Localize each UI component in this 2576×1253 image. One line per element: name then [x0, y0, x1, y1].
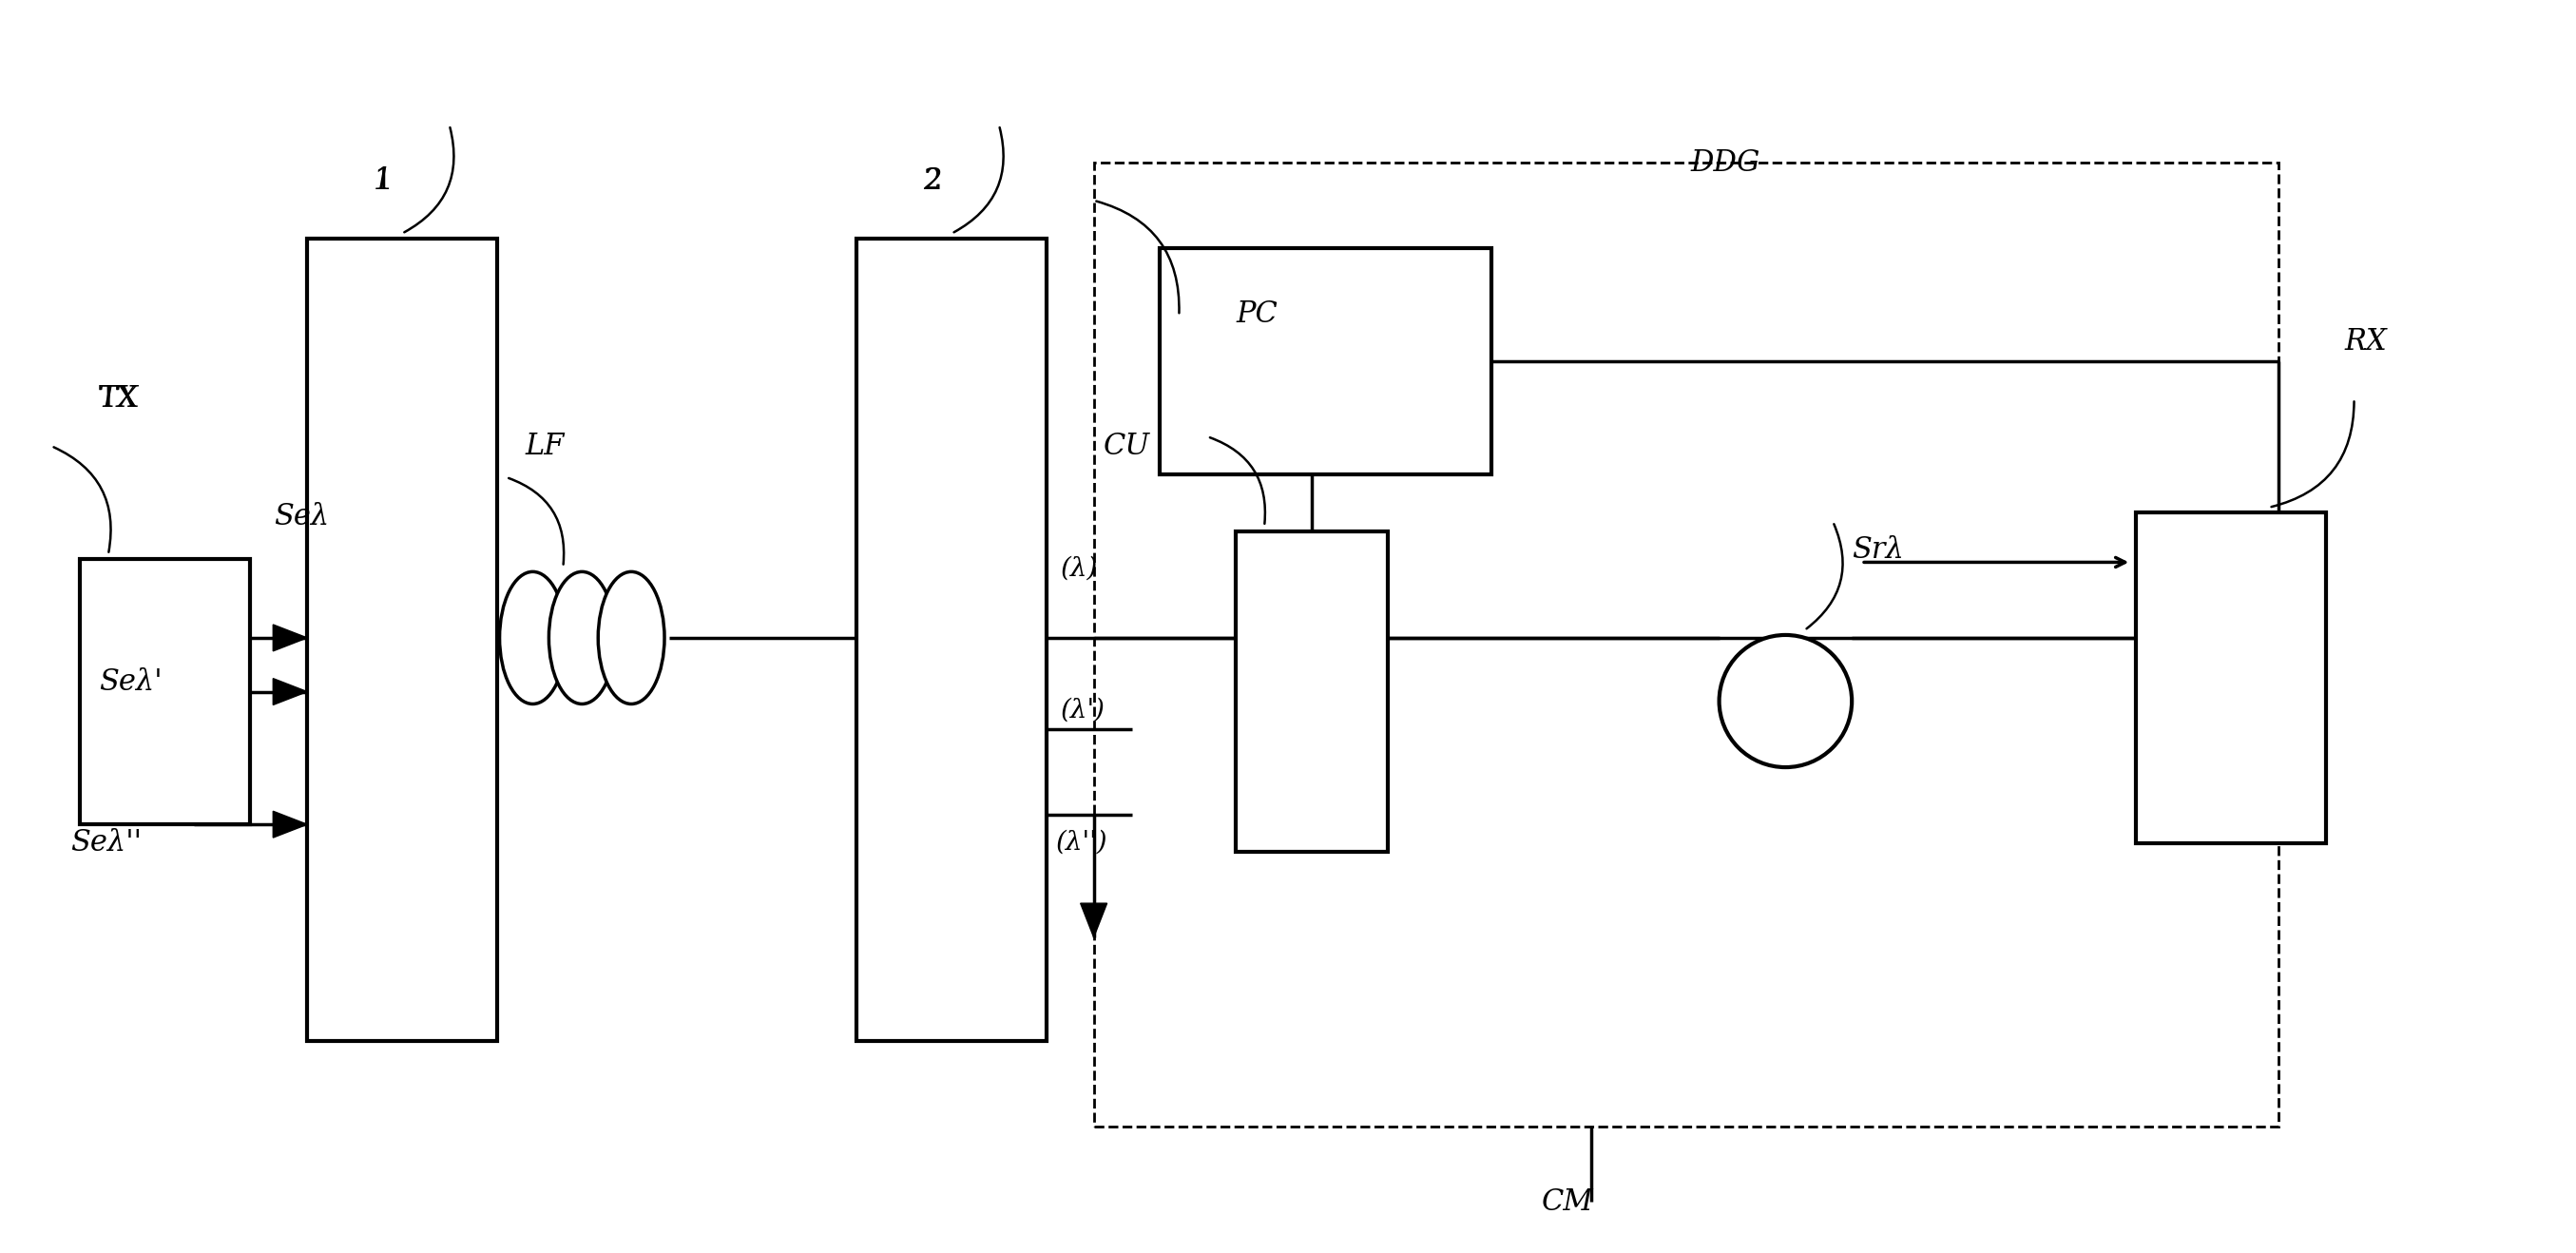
Text: (λ''): (λ'')	[1056, 829, 1108, 856]
Ellipse shape	[500, 571, 567, 704]
Text: LF: LF	[526, 431, 564, 461]
Text: 2: 2	[922, 167, 943, 197]
Text: Seλ: Seλ	[273, 502, 330, 531]
Text: TX: TX	[98, 385, 139, 413]
Bar	[307, 238, 497, 1041]
Polygon shape	[273, 624, 307, 652]
Bar	[80, 559, 250, 824]
Bar	[858, 238, 1046, 1041]
Text: PC: PC	[1236, 299, 1278, 328]
Text: Seλ': Seλ'	[98, 668, 162, 697]
Text: (λ'): (λ')	[1061, 698, 1105, 723]
Polygon shape	[1079, 903, 1108, 937]
Text: Seλ'': Seλ''	[70, 828, 142, 857]
Bar	[2136, 512, 2326, 843]
Circle shape	[1718, 635, 1852, 767]
Polygon shape	[273, 678, 307, 705]
Text: CM: CM	[1540, 1187, 1595, 1217]
Text: Srλ: Srλ	[1852, 535, 1904, 565]
Text: CU: CU	[1103, 431, 1149, 461]
Text: 1: 1	[374, 167, 392, 197]
Text: TX: TX	[98, 385, 139, 413]
Bar	[1236, 531, 1388, 852]
Ellipse shape	[598, 571, 665, 704]
Text: (λ): (λ)	[1061, 556, 1097, 581]
Text: RX: RX	[2344, 327, 2388, 357]
Text: DDG: DDG	[1690, 148, 1759, 178]
Ellipse shape	[549, 571, 616, 704]
Text: 1: 1	[374, 167, 392, 197]
Bar	[1159, 248, 1492, 475]
Polygon shape	[273, 811, 307, 838]
Bar	[1095, 163, 2277, 1126]
Text: 2: 2	[922, 167, 943, 197]
